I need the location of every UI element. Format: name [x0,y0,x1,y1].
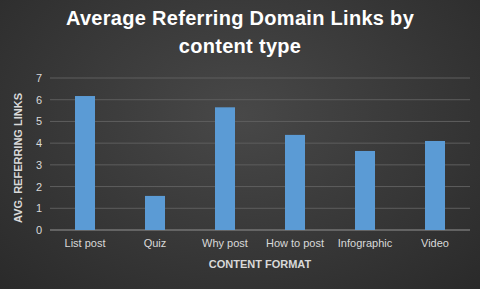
bar [75,96,95,230]
grid-line [50,164,470,165]
grid-line [50,99,470,100]
x-axis-title: CONTENT FORMAT [209,258,312,270]
grid-line [50,208,470,209]
bar [355,151,375,230]
bar [425,141,445,230]
y-tick-label: 4 [36,137,42,149]
bar [215,107,235,230]
bars [75,96,445,230]
grid-line [50,78,470,79]
chart-background: Average Referring Domain Links by conten… [0,0,480,289]
bar [145,196,165,230]
x-tick-label: Quiz [144,237,167,249]
x-tick-label: Infographic [338,237,393,249]
bar [285,135,305,230]
grid-line [50,186,470,187]
x-axis-line [50,230,470,231]
y-tick-label: 2 [36,181,42,193]
y-tick-label: 7 [36,72,42,84]
y-tick-label: 0 [36,224,42,236]
y-tick-label: 6 [36,94,42,106]
grid-line [50,143,470,144]
y-tick-label: 5 [36,115,42,127]
x-tick-label: Video [421,237,449,249]
chart-svg: 0 1 2 3 4 5 6 7 List post Quiz Why post How to post… [0,0,480,289]
grid-line [50,121,470,122]
grid-line [50,230,470,231]
y-tick-label: 1 [36,202,42,214]
y-tick-label: 3 [36,159,42,171]
y-axis-title: AVG. REFERRING LINKS [12,93,24,223]
chart-title: Average Referring Domain Links by conten… [60,4,420,60]
x-tick-label: How to post [266,237,324,249]
x-tick-label: List post [65,237,106,249]
x-tick-label: Why post [202,237,248,249]
